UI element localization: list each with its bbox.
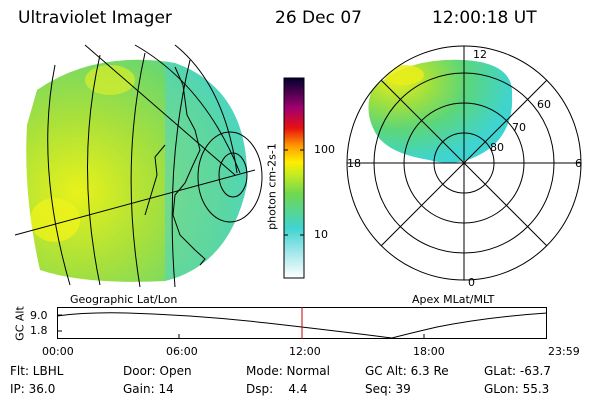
mlt-label-6: 6 (575, 157, 582, 170)
altitude-curve (56, 312, 548, 339)
polar-plot (346, 45, 582, 281)
time-label: 12:00:18 UT (432, 8, 537, 28)
gc-alt-info: GC Alt: 6.3 Re (365, 364, 449, 378)
lat-label-80: 80 (490, 141, 504, 154)
polar-panel-label: Apex MLat/MLT (412, 293, 495, 306)
coastline-2 (144, 144, 166, 216)
glat-info: GLat: -63.7 (484, 364, 551, 378)
time-tick-2359: 23:59 (548, 345, 580, 358)
polar-grid (346, 45, 582, 281)
colorbar-unit-label: photon cm-2s-1 (265, 143, 279, 230)
lat-label-60: 60 (537, 98, 551, 111)
mlt-label-18: 18 (347, 157, 361, 170)
geographic-image (14, 44, 263, 288)
polar-emission-field (368, 59, 513, 163)
mlt-label-0: 0 (468, 276, 475, 289)
colorbar-tick-100: 100 (314, 143, 335, 156)
altitude-ylabel: GC Alt (13, 306, 27, 341)
seq-info: Seq: 39 (365, 382, 411, 396)
mlt-label-12: 12 (473, 48, 487, 61)
filter-info: Flt: LBHL (10, 364, 64, 378)
time-tick-0600: 06:00 (166, 345, 198, 358)
gain-info: Gain: 14 (123, 382, 174, 396)
colorbar (283, 77, 305, 279)
date-label: 26 Dec 07 (275, 8, 362, 28)
geo-grid (14, 44, 263, 288)
colorbar-tick-10: 10 (314, 228, 328, 241)
time-tick-1200: 12:00 (289, 345, 321, 358)
altitude-ytick-9: 9.0 (30, 309, 48, 322)
ip-info: IP: 36.0 (10, 382, 56, 396)
altitude-plot (56, 307, 548, 339)
door-info: Door: Open (123, 364, 192, 378)
lat-label-70: 70 (512, 121, 526, 134)
time-tick-1800: 18:00 (413, 345, 445, 358)
coastline (172, 66, 206, 266)
altitude-ytick-1-8: 1.8 (30, 324, 48, 337)
instrument-title: Ultraviolet Imager (18, 8, 172, 28)
mode-info: Mode: Normal (246, 364, 330, 378)
time-tick-0000: 00:00 (42, 345, 74, 358)
geo-panel-label: Geographic Lat/Lon (70, 293, 178, 306)
glon-info: GLon: 55.3 (484, 382, 550, 396)
dsp-info: Dsp: 4.4 (246, 382, 308, 396)
